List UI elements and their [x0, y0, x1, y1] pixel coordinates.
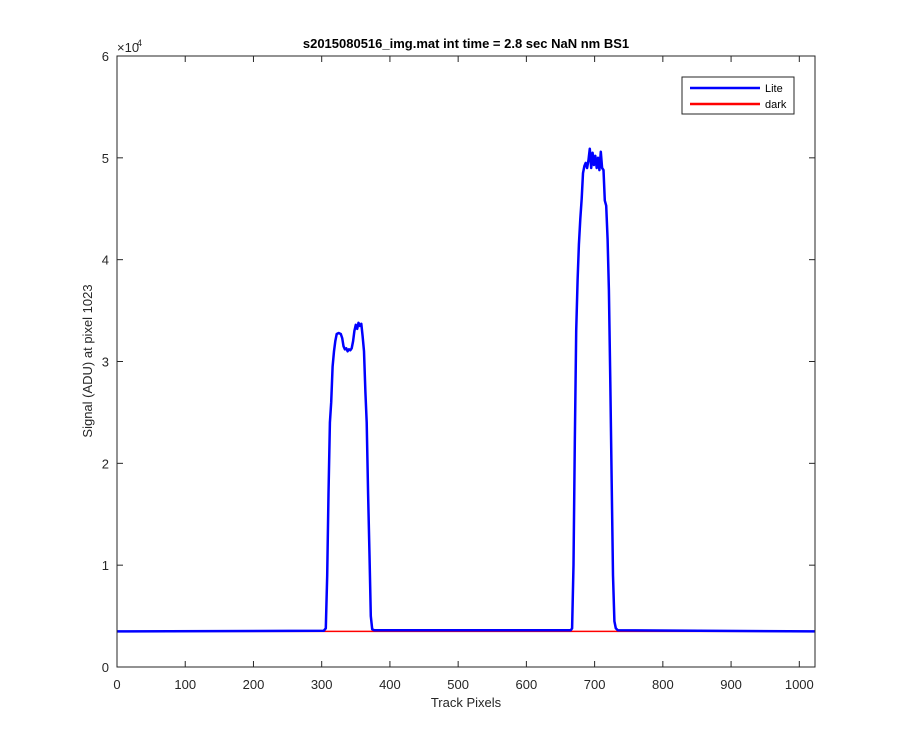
x-tick-label: 500 [447, 677, 469, 692]
x-tick-label: 700 [584, 677, 606, 692]
x-tick-label: 800 [652, 677, 674, 692]
y-tick-label: 2 [102, 456, 109, 471]
y-exponent-base: ×10 [117, 40, 139, 55]
y-tick-label: 5 [102, 151, 109, 166]
x-tick-label: 300 [311, 677, 333, 692]
plot-area [117, 56, 815, 667]
chart-title: s2015080516_img.mat int time = 2.8 sec N… [303, 36, 629, 51]
y-exponent-power: 4 [137, 38, 142, 48]
x-tick-label: 100 [174, 677, 196, 692]
legend-box [681, 76, 795, 115]
series-line-lite [116, 147, 816, 633]
x-tick-label: 200 [243, 677, 265, 692]
x-axis-label: Track Pixels [431, 695, 502, 710]
y-tick-label: 0 [102, 660, 109, 675]
legend-dark-label: dark [765, 99, 787, 111]
x-tick-label: 0 [113, 677, 120, 692]
x-tick-label: 400 [379, 677, 401, 692]
y-tick-label: 6 [102, 49, 109, 64]
series-layer [116, 147, 816, 633]
x-axis: 0 100 200 300 400 500 600 700 800 900 1000 [113, 56, 814, 692]
legend: Lite dark [681, 76, 795, 115]
y-tick-label: 3 [102, 355, 109, 370]
x-tick-label: 1000 [785, 677, 814, 692]
y-tick-label: 1 [102, 558, 109, 573]
x-tick-label: 900 [720, 677, 742, 692]
y-axis: 0 1 2 3 4 5 6 [102, 49, 815, 675]
y-tick-label: 4 [102, 253, 109, 268]
legend-lite-label: Lite [765, 83, 783, 95]
y-axis-label: Signal (ADU) at pixel 1023 [80, 284, 95, 437]
x-tick-label: 600 [516, 677, 538, 692]
